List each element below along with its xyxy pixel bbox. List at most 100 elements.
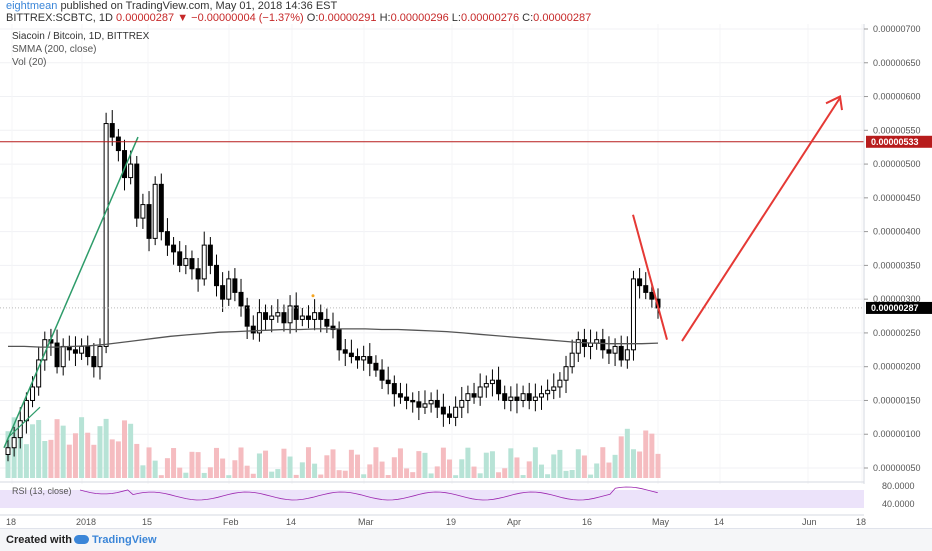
volume-bar	[115, 441, 121, 478]
target-arrow-line	[681, 97, 841, 342]
volume-bar	[496, 472, 502, 478]
volume-bar	[42, 440, 48, 478]
legend-title: Siacoin / Bitcoin, 1D, BITTREX	[12, 31, 150, 42]
arrow-head-icon	[825, 95, 843, 111]
legend-vol: Vol (20)	[12, 57, 47, 68]
candle-body	[440, 406, 446, 415]
candle-body	[422, 403, 428, 408]
volume-bar	[54, 419, 60, 478]
volume-bar	[373, 447, 379, 478]
candle-body	[428, 399, 434, 405]
volume-bar	[581, 455, 587, 478]
symbol-label[interactable]: BITTREX:SCBTC, 1D	[6, 12, 113, 24]
tradingview-brand[interactable]: TradingView	[92, 534, 157, 546]
candle-body	[538, 393, 544, 398]
candle-body	[532, 396, 538, 401]
candle-body	[103, 123, 109, 347]
candle-body	[496, 379, 502, 395]
candle-body	[171, 244, 177, 253]
smma-line	[8, 328, 659, 348]
candle-body	[551, 386, 557, 391]
volume-bar	[397, 448, 403, 478]
y-tick-label: 0.00000100	[873, 429, 921, 439]
x-tick-label: 18	[6, 517, 16, 527]
drawings	[0, 95, 864, 449]
candle-body	[275, 312, 281, 317]
down-triangle-icon: ▼	[177, 12, 189, 24]
volume-bar	[79, 417, 85, 478]
volume-bar	[410, 472, 416, 478]
volume-bar	[146, 447, 152, 478]
close-value: 0.00000287	[533, 12, 592, 24]
y-tick-label: 0.00000400	[873, 227, 921, 237]
price-chart[interactable]: 0.00000700 0.00000650 0.00000600 0.00000550…	[0, 0, 932, 528]
volume-bar	[612, 454, 618, 478]
rsi-tick-label: 40.0000	[882, 499, 915, 509]
published-text: published on TradingView.com, May 01, 20…	[60, 0, 338, 12]
candle-body	[226, 278, 232, 300]
candle-body	[514, 396, 520, 401]
candle-body	[447, 413, 453, 418]
rsi-band	[0, 490, 864, 508]
drop-line	[632, 214, 668, 340]
candle-body	[158, 183, 164, 233]
y-tick-label: 0.00000350	[873, 260, 921, 270]
volume-bar	[471, 466, 477, 478]
grid	[0, 24, 864, 484]
volume-bar	[250, 473, 256, 478]
price-change: −0.00000004 (−1.37%)	[191, 12, 304, 24]
volume-bar	[618, 436, 624, 478]
cloud-icon	[74, 535, 89, 544]
volume-bar	[416, 451, 422, 478]
chart-header: eightmean published on TradingView.com, …	[0, 0, 932, 24]
candle-body	[397, 393, 403, 398]
volume-bar	[655, 453, 661, 478]
low-label: L:	[451, 12, 461, 24]
volume-bar	[453, 475, 459, 478]
candle-body	[23, 399, 29, 422]
candle-body	[545, 389, 551, 395]
candle-body	[391, 383, 397, 395]
volume-bar	[391, 457, 397, 478]
chart-legend: Siacoin / Bitcoin, 1D, BITTREX SMMA (200…	[12, 30, 149, 69]
volume-bar	[134, 443, 140, 478]
price-axis[interactable]: 0.00000700 0.00000650 0.00000600 0.00000550…	[863, 24, 932, 484]
plot-area	[0, 24, 864, 484]
volume-bar	[336, 470, 342, 478]
volume-bar	[367, 464, 373, 478]
last-price: 0.00000287	[116, 12, 175, 24]
publish-line: eightmean published on TradingView.com, …	[6, 0, 337, 12]
candle-body	[361, 356, 367, 361]
high-value: 0.00000296	[390, 12, 449, 24]
volume-bar	[545, 474, 551, 478]
author-link[interactable]: eightmean	[6, 0, 58, 12]
candle-body	[238, 291, 244, 307]
y-tick-label: 0.00000600	[873, 92, 921, 102]
candle-body	[318, 312, 324, 320]
candle-body	[526, 393, 532, 401]
candle-body	[606, 349, 612, 354]
volume-bar	[293, 474, 299, 478]
volume-bar	[355, 454, 361, 478]
candle-body	[152, 183, 158, 239]
volume-bar	[164, 458, 170, 478]
high-label: H:	[379, 12, 391, 24]
time-axis[interactable]: 18 2018 15 Feb 14 Mar 19 Apr 16 May 14 Jun 18	[0, 514, 866, 527]
x-tick-label: 2018	[76, 517, 96, 527]
x-tick-label: 15	[142, 517, 152, 527]
volume-bar	[606, 462, 612, 478]
candle-body	[508, 396, 514, 401]
volume-bar	[48, 439, 54, 478]
candle-body	[367, 356, 373, 364]
volume-bar	[281, 448, 287, 478]
candle-body	[471, 393, 477, 398]
volume-bar	[66, 444, 72, 478]
volume-bar	[520, 475, 526, 478]
volume-bar	[256, 453, 262, 478]
volume-bar	[502, 468, 508, 478]
candle-body	[195, 268, 201, 280]
volume-bar	[508, 448, 514, 478]
volume-bar	[440, 447, 446, 478]
volume-bar	[575, 449, 581, 478]
legend-smma: SMMA (200, close)	[12, 44, 97, 55]
